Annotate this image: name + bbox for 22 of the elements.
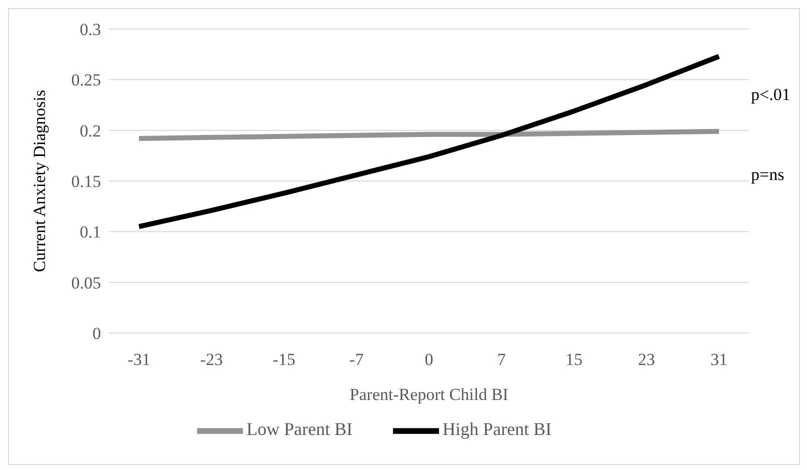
x-tick-label: 0	[424, 350, 434, 370]
legend-label: Low Parent BI	[246, 419, 352, 440]
x-tick-label: 15	[566, 350, 582, 370]
x-tick-label: -23	[200, 350, 223, 370]
x-tick-label: -7	[349, 350, 364, 370]
y-tick-label: 0.25	[71, 70, 101, 90]
y-tick-label: 0.05	[71, 273, 101, 292]
y-tick-label: 0.15	[71, 172, 101, 192]
x-tick-label: -15	[272, 350, 296, 370]
x-tick-label: 31	[710, 350, 728, 370]
y-axis-title: Current Anxiety Diagnosis	[30, 90, 50, 272]
y-tick-label: 0.1	[80, 222, 101, 242]
x-tick-label: 23	[638, 350, 655, 370]
y-tick-label: 0.2	[80, 121, 101, 140]
y-tick-label: 0	[92, 324, 101, 344]
x-tick-label: -31	[128, 350, 150, 370]
x-axis-title: Parent-Report Child BI	[350, 385, 509, 404]
text: p<.01	[751, 85, 790, 105]
y-tick-label: 0.3	[80, 20, 101, 40]
text: p=ns	[751, 165, 784, 185]
x-tick-label: 7	[497, 350, 506, 370]
legend-label: High Parent BI	[442, 419, 552, 440]
